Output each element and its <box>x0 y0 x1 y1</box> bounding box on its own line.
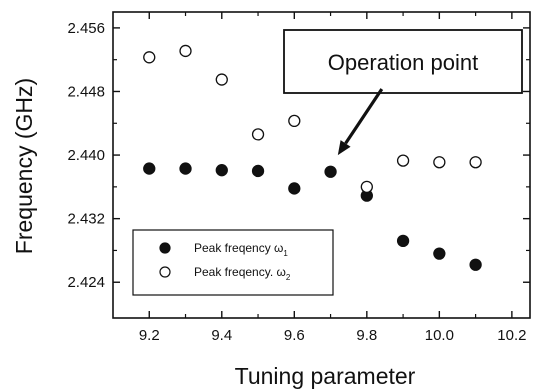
data-point-omega1 <box>396 234 410 248</box>
x-tick-label: 9.2 <box>139 327 160 344</box>
data-point-omega2 <box>360 180 373 194</box>
x-tick-label: 10.0 <box>425 327 454 344</box>
y-tick-label: 2.448 <box>67 83 105 100</box>
plot-area <box>112 11 531 319</box>
annotation-box <box>283 29 523 94</box>
legend-marker-omega1 <box>159 242 171 254</box>
data-point-omega1 <box>179 162 192 175</box>
legend: Peak freqency ω1 Peak freqency. ω2 <box>132 229 334 296</box>
y-tick-label: 2.440 <box>67 147 105 164</box>
x-tick-label: 9.4 <box>211 327 232 344</box>
data-point-omega2 <box>469 156 482 169</box>
data-point-omega2 <box>179 44 192 58</box>
annotation-arrow-head <box>337 140 351 156</box>
x-tick-label: 10.2 <box>497 327 526 344</box>
data-point-omega2 <box>215 73 228 86</box>
data-points <box>143 44 482 271</box>
data-point-omega2 <box>251 128 265 141</box>
data-point-omega2 <box>288 114 301 128</box>
y-axis-title: Frequency (GHz) <box>11 78 37 254</box>
axis-ticks: 9.2 9.4 9.6 9.8 10.0 10.2 2.424 2.432 2.440 2.448… <box>67 12 530 344</box>
legend-marker-omega2 <box>159 266 171 278</box>
y-tick-label: 2.456 <box>67 20 105 37</box>
data-point-omega1 <box>324 165 337 178</box>
data-point-omega1 <box>469 258 482 271</box>
data-point-omega1 <box>215 164 228 177</box>
data-point-omega1 <box>143 162 156 175</box>
data-point-omega1 <box>251 164 265 178</box>
legend-label-omega1: Peak freqency ω1 <box>194 241 288 258</box>
data-point-omega1 <box>433 247 446 260</box>
legend-box <box>132 229 334 296</box>
data-point-omega2 <box>396 154 410 167</box>
annotation-operation-point: Operation point <box>283 29 523 156</box>
data-point-omega2 <box>143 51 156 64</box>
legend-label-omega2: Peak freqency. ω2 <box>194 265 291 282</box>
data-point-omega2 <box>433 156 446 169</box>
x-tick-label: 9.8 <box>356 327 377 344</box>
y-tick-label: 2.424 <box>67 274 105 291</box>
plot-frame <box>112 11 531 319</box>
x-axis-title: Tuning parameter <box>235 363 416 389</box>
y-tick-label: 2.432 <box>67 211 105 228</box>
x-tick-label: 9.6 <box>284 327 305 344</box>
annotation-text: Operation point <box>328 50 478 75</box>
annotation-arrow <box>344 88 384 145</box>
data-point-omega1 <box>288 182 301 195</box>
